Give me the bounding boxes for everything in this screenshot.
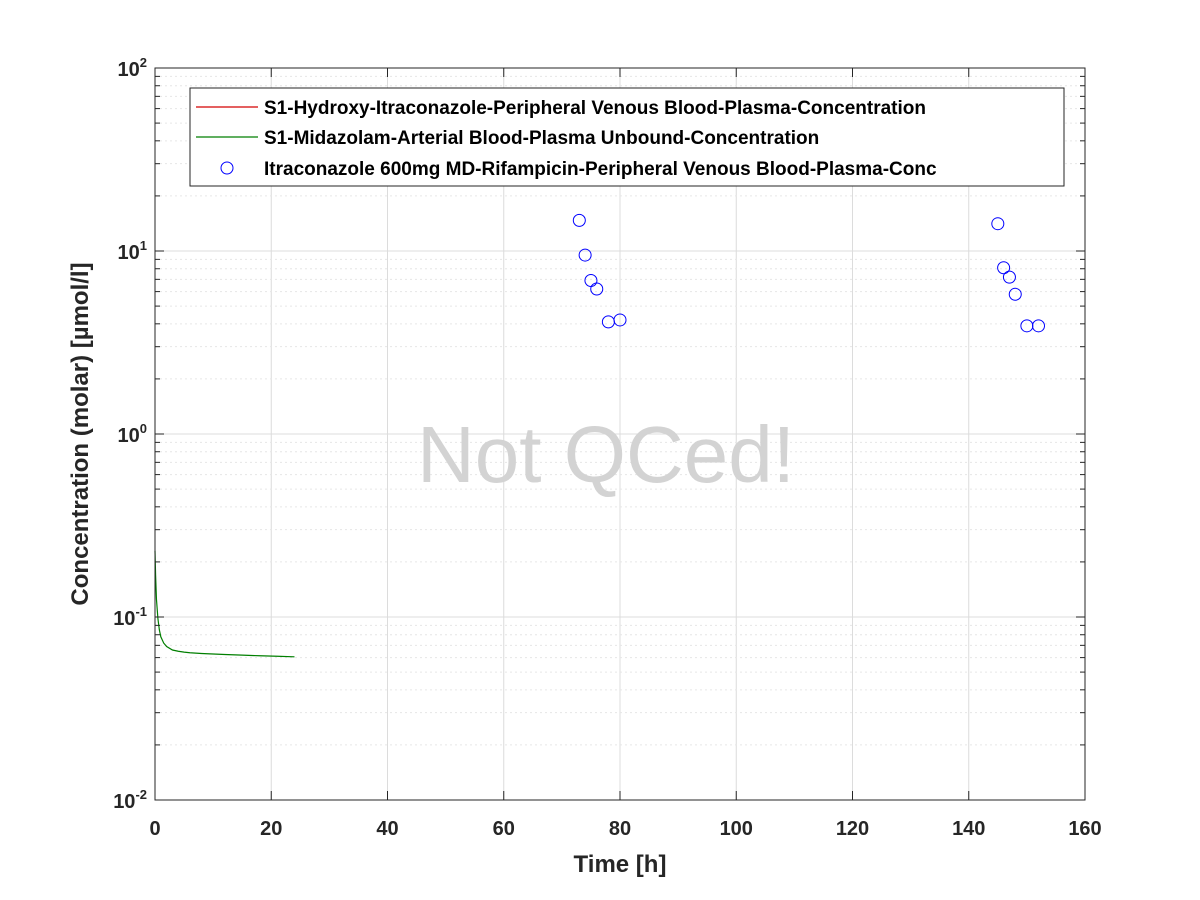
x-tick-label: 80 — [609, 818, 631, 840]
y-tick-label: 102 — [118, 55, 147, 81]
series-line-1 — [154, 550, 295, 658]
x-tick-label: 20 — [260, 818, 282, 840]
data-point — [590, 282, 604, 296]
x-tick-label: 160 — [1068, 818, 1101, 840]
ticks: 0 20 40 60 80 100 120 140 160 10-2 10-1 100 101 102 — [113, 55, 1102, 840]
legend-marker-itraconazole-observed — [220, 161, 234, 175]
data-point — [1002, 270, 1016, 284]
series-layer — [154, 213, 1045, 658]
grid — [155, 68, 1085, 800]
legend-box — [189, 87, 1065, 187]
x-tick-label: 120 — [836, 818, 869, 840]
data-point — [1032, 319, 1045, 333]
x-tick-label: 0 — [149, 818, 160, 840]
data-point — [997, 261, 1011, 275]
legend-label-itraconazole-observed: Itraconazole 600mg MD-Rifampicin-Periphe… — [264, 159, 937, 180]
watermark: Not QCed! — [417, 410, 795, 499]
data-point — [991, 217, 1005, 231]
legend: S1-Hydroxy-Itraconazole-Peripheral Venou… — [189, 87, 1065, 187]
x-tick-label: 100 — [720, 818, 753, 840]
legend-label-midazolam: S1-Midazolam-Arterial Blood-Plasma Unbou… — [264, 128, 819, 149]
data-point — [572, 213, 586, 227]
y-axis-label: Concentration (molar) [µmol/l] — [67, 262, 94, 605]
y-tick-label: 101 — [118, 238, 147, 264]
x-tick-label: 40 — [376, 818, 398, 840]
data-point — [1008, 287, 1022, 301]
data-point — [613, 313, 627, 327]
legend-label-hydroxy-itraconazole: S1-Hydroxy-Itraconazole-Peripheral Venou… — [264, 98, 926, 119]
data-point — [578, 248, 592, 262]
x-tick-label: 140 — [952, 818, 985, 840]
x-axis-label: Time [h] — [574, 851, 667, 878]
y-tick-label: 100 — [118, 421, 147, 447]
y-tick-label: 10-2 — [113, 787, 147, 813]
x-tick-label: 60 — [493, 818, 515, 840]
y-tick-label: 10-1 — [113, 604, 147, 630]
